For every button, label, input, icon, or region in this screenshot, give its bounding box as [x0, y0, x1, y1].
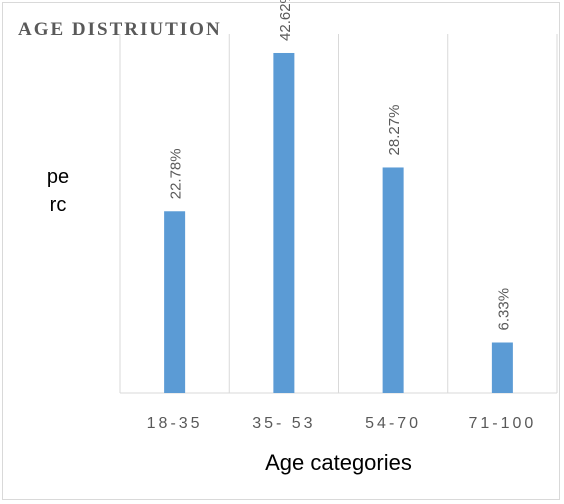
- bar: [491, 342, 513, 393]
- x-tick-label: 18-35: [147, 415, 203, 432]
- chart-title: AGE DISTRIUTION: [18, 19, 222, 40]
- y-axis-label: perc: [46, 166, 70, 216]
- bar: [382, 167, 404, 393]
- data-label: 22.78%: [168, 148, 185, 199]
- data-label: 42.62%: [277, 0, 294, 41]
- data-label: 6.33%: [495, 288, 512, 331]
- bar: [164, 211, 186, 393]
- x-tick-label: 54-70: [365, 415, 421, 432]
- x-axis-label: Age categories: [265, 450, 412, 475]
- bar: [273, 52, 295, 393]
- x-tick-label: 71-100: [468, 415, 536, 432]
- x-tick-label: 35- 53: [252, 415, 315, 432]
- data-label: 28.27%: [386, 105, 403, 156]
